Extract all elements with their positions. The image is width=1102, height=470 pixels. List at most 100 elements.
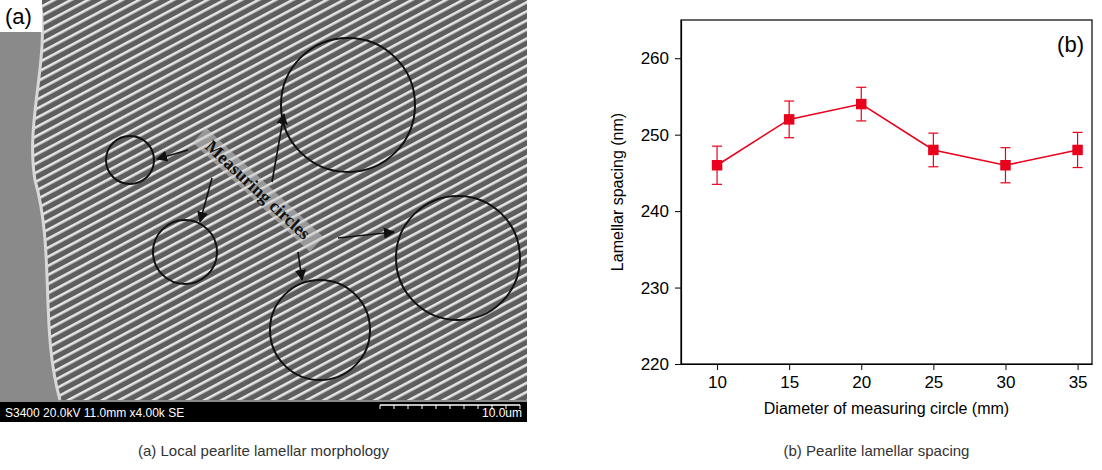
scale-bar-tick [506,405,507,409]
x-tick: 30 [997,364,1016,392]
x-tick-mark [861,364,862,370]
scale-bar-tick [394,405,395,409]
y-axis: 220 230 240 250 260 [641,21,682,374]
series-line [717,104,1078,165]
error-bar-cap [1000,182,1010,183]
y-tick: 230 [641,278,681,297]
micrograph-background [0,0,527,422]
panel-label: (b) [1057,32,1084,57]
measuring-circle [153,220,217,284]
arrow [157,150,188,159]
y-tick-label: 240 [641,202,669,221]
x-tick: 25 [924,364,943,392]
y-tick-mark [675,135,681,136]
data-point [712,160,722,170]
y-tick-label: 220 [641,355,669,374]
x-tick-label: 15 [780,373,799,392]
y-tick: 250 [641,126,681,145]
error-bar-cap [784,100,794,101]
info-bar-text: S3400 20.0kV 11.0mm x4.00k SE [5,406,184,420]
figure: Measuring circles S3400 20.0kV 11.0mm x4.… [0,0,1102,470]
measuring-circle [106,136,154,184]
caption: (a) Local pearlite lamellar morphology [138,442,389,459]
error-bar [784,101,794,138]
error-bar-cap [784,137,794,138]
error-bar-cap [712,146,722,147]
x-tick: 15 [780,364,799,392]
error-bar [1000,148,1010,183]
error-bar-cap [928,133,938,134]
y-tick: 260 [641,49,681,68]
error-bar [712,146,722,184]
data-point [784,114,794,124]
x-tick-label: 35 [1069,373,1088,392]
scale-bar-tick [422,405,423,409]
error-bar [856,87,866,121]
y-tick-mark [675,211,681,212]
y-tick: 240 [641,202,681,221]
x-tick-label: 10 [708,373,727,392]
x-tick-mark [933,364,934,370]
y-tick-label: 250 [641,126,669,145]
x-tick-mark [1005,364,1006,370]
scale-bar-tick [464,405,465,409]
x-tick: 20 [852,364,871,392]
y-axis-line [681,21,682,365]
panel-label: (a) [5,4,32,29]
annotation: Measuring circles [201,136,314,243]
panel-label-ground [0,0,42,32]
scale-bar-tick [520,405,521,409]
arrow [338,232,394,238]
arrow [272,114,284,182]
error-bar-cap [1073,167,1083,168]
data-point [1072,145,1082,155]
x-tick: 10 [708,364,727,392]
y-tick-mark [675,288,681,289]
x-tick-mark [1078,364,1079,370]
x-axis-line [682,364,1093,365]
data-point [1000,160,1010,170]
x-tick: 35 [1069,364,1088,392]
x-axis: 10 15 20 25 30 35 [682,364,1093,392]
x-axis-title: Diameter of measuring circle (mm) [764,400,1009,417]
measuring-circle [270,280,370,380]
error-bar-cap [856,87,866,88]
measuring-circle [281,38,415,172]
y-tick-label: 260 [641,49,669,68]
y-tick-label: 230 [641,278,669,297]
micrograph-panel: Measuring circles S3400 20.0kV 11.0mm x4.… [0,0,527,422]
x-tick-mark [717,364,718,370]
scale-bar-tick [436,405,437,409]
plot-marks [712,87,1083,184]
error-bar-cap [928,166,938,167]
y-axis-title: Lamellar spacing (nm) [609,113,626,271]
annotation-ground [193,128,324,252]
arrow [200,178,212,222]
x-tick-label: 30 [997,373,1016,392]
scale-bar-tick [478,405,479,409]
data-point [928,145,938,155]
grain-boundary [33,0,60,400]
info-bar [0,402,527,422]
error-bar-cap [712,184,722,185]
x-tick-mark [789,364,790,370]
x-tick-label: 25 [924,373,943,392]
scale-bar-label: 10.0um [482,406,522,420]
scale-bar-tick [380,405,381,409]
scale-bar-tick [450,405,451,409]
scale-bar-tick [492,405,493,409]
error-bar [1073,132,1083,167]
measuring-circle [396,196,520,320]
error-bar-cap [1073,132,1083,133]
scale-bar-tick [408,405,409,409]
y-tick-mark [675,58,681,59]
pearlite-colony [33,0,527,400]
chart-panel: 10 15 20 25 30 35 220 230 240 250 260 Diameter of m… [609,20,1093,417]
y-tick: 220 [641,355,681,374]
error-bar-cap [1000,147,1010,148]
plot-frame [681,20,1092,364]
error-bar [928,133,938,167]
caption: (b) Pearlite lamellar spacing [784,442,970,459]
arrow [298,252,302,280]
y-tick-mark [675,364,681,365]
